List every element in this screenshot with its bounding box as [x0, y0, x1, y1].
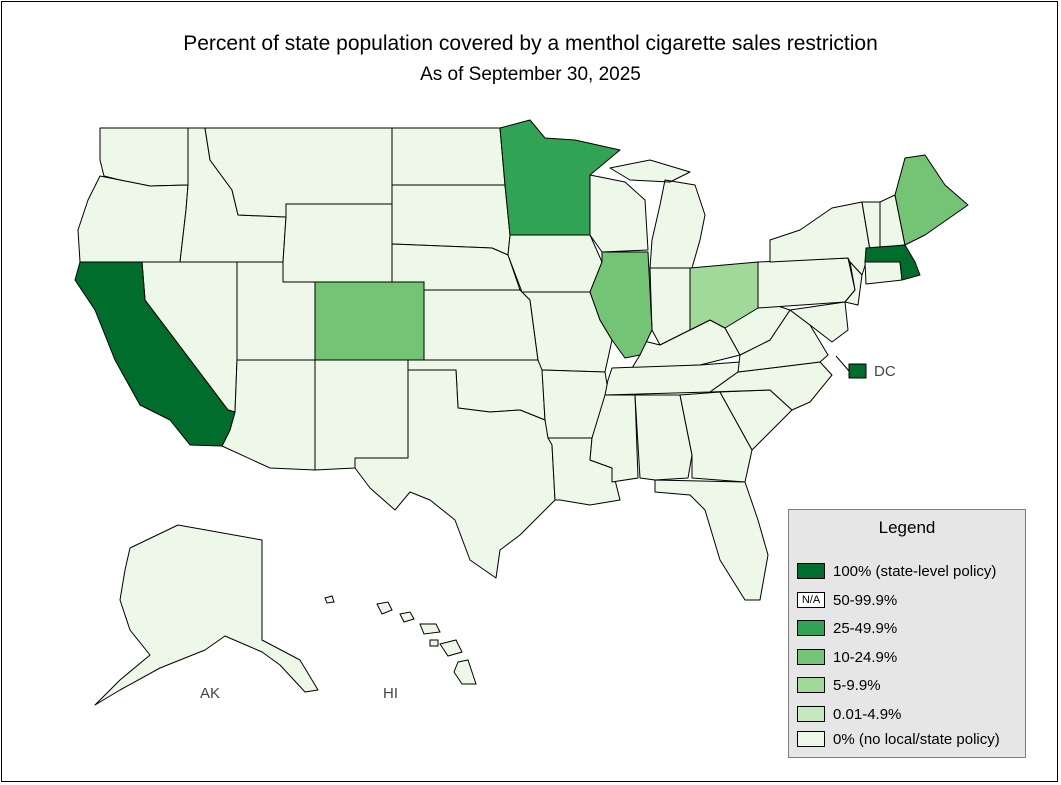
legend-swatch	[797, 620, 825, 636]
legend-item: 10-24.9%	[797, 647, 897, 667]
hi-label: HI	[383, 685, 398, 702]
map-title: Percent of state population covered by a…	[183, 32, 878, 55]
legend-title: Legend	[878, 518, 936, 537]
legend-label: 0% (no local/state policy)	[833, 730, 1000, 748]
state-az[interactable]	[221, 359, 316, 471]
state-pa[interactable]	[757, 257, 856, 309]
dc-label: DC	[874, 363, 896, 380]
legend-item: 0% (no local/state policy)	[797, 729, 1000, 749]
state-mn[interactable]	[499, 119, 621, 236]
state-me[interactable]	[894, 154, 969, 246]
legend-label: 25-49.9%	[833, 619, 898, 637]
state-or[interactable]	[77, 175, 189, 263]
state-tx[interactable]	[354, 369, 556, 579]
legend-swatch-text: N/A	[801, 594, 821, 606]
legend-swatch	[797, 731, 825, 747]
state-nc[interactable]	[709, 361, 833, 411]
legend: Legend 100% (state-level policy) N/A 50-…	[788, 509, 1026, 758]
ak-label: AK	[200, 685, 221, 702]
state-nm[interactable]	[314, 359, 409, 471]
legend-label: 5-9.9%	[833, 676, 881, 694]
legend-label: 100% (state-level policy)	[833, 562, 997, 580]
legend-label: 10-24.9%	[833, 648, 898, 666]
legend-swatch	[797, 677, 825, 693]
legend-swatch: N/A	[797, 592, 825, 608]
legend-label: 50-99.9%	[833, 591, 898, 609]
state-nd[interactable]	[391, 127, 506, 186]
map-subtitle: As of September 30, 2025	[420, 64, 641, 85]
state-ca[interactable]	[74, 261, 236, 447]
state-dc[interactable]	[848, 363, 867, 379]
legend-item: 5-9.9%	[797, 675, 881, 695]
legend-item: 0.01-4.9%	[797, 704, 901, 724]
state-ma[interactable]	[864, 244, 921, 281]
state-nj[interactable]	[844, 261, 863, 306]
state-wy[interactable]	[282, 203, 393, 283]
state-ia[interactable]	[507, 234, 603, 293]
state-wi[interactable]	[589, 174, 649, 253]
state-oh[interactable]	[689, 261, 759, 331]
state-ct[interactable]	[864, 261, 903, 285]
legend-label: 0.01-4.9%	[833, 705, 902, 723]
state-ak[interactable]	[94, 524, 319, 706]
state-fl[interactable]	[654, 479, 769, 601]
state-hi[interactable]	[324, 595, 477, 685]
legend-swatch	[797, 563, 825, 579]
legend-swatch	[797, 706, 825, 722]
state-wa[interactable]	[99, 127, 189, 187]
state-co[interactable]	[314, 281, 425, 361]
state-md[interactable]	[789, 301, 849, 343]
legend-swatch	[797, 649, 825, 665]
dc-leader-line	[835, 355, 850, 372]
state-ks[interactable]	[423, 289, 539, 361]
state-il[interactable]	[589, 251, 653, 359]
legend-item: 100% (state-level policy)	[797, 561, 996, 581]
legend-item: N/A 50-99.9%	[797, 590, 897, 610]
legend-item: 25-49.9%	[797, 618, 897, 638]
